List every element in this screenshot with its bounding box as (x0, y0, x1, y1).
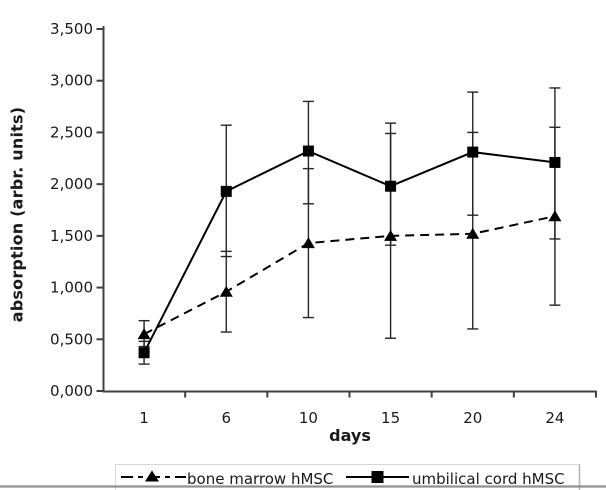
y-tick-label: 3,000 (50, 72, 93, 90)
triangle-marker (219, 285, 233, 297)
x-tick-label: 10 (299, 409, 318, 427)
y-tick-label: 1,500 (50, 227, 93, 245)
triangle-marker (548, 210, 562, 222)
x-tick-label: 20 (463, 409, 482, 427)
y-tick-label: 1,000 (50, 279, 93, 297)
legend-triangle-marker (145, 470, 159, 482)
triangle-marker (301, 237, 315, 249)
y-tick-label: 0,500 (50, 330, 93, 348)
square-marker (302, 145, 314, 157)
y-tick-label: 2,500 (50, 123, 93, 141)
y-tick-label: 3,500 (50, 20, 93, 38)
square-marker (467, 146, 479, 158)
square-marker (220, 185, 232, 197)
x-tick-label: 24 (545, 409, 564, 427)
y-tick-label: 2,000 (50, 175, 93, 193)
square-marker (138, 347, 150, 359)
x-tick-label: 1 (139, 409, 149, 427)
triangle-marker (137, 328, 151, 340)
triangle-marker (466, 227, 480, 239)
legend-label-umbilical-cord: umbilical cord hMSC (412, 470, 565, 488)
legend-label-bone-marrow: bone marrow hMSC (187, 470, 334, 488)
square-marker (549, 156, 561, 168)
x-axis-title: days (329, 426, 371, 445)
legend-square-marker (371, 471, 384, 483)
x-tick-label: 6 (221, 409, 231, 427)
triangle-marker (384, 229, 398, 241)
y-tick-label: 0,000 (50, 382, 93, 400)
x-tick-label: 15 (381, 409, 400, 427)
series-line-square (143, 149, 556, 354)
y-axis-title: absorption (arbr. units) (7, 106, 27, 323)
square-marker (385, 180, 397, 192)
series-line-triangle (143, 215, 556, 336)
